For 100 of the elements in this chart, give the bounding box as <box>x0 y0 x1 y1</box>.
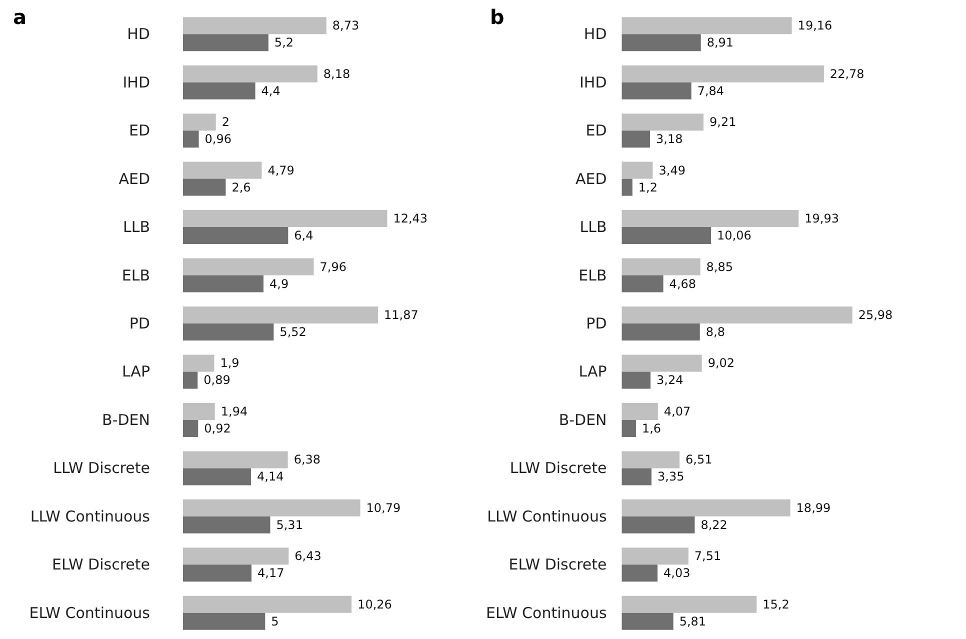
data-label: 7,96 <box>320 260 346 274</box>
data-label: 8,8 <box>706 325 725 339</box>
data-label: 6,38 <box>294 452 321 467</box>
y-tick-label: PD <box>586 314 607 332</box>
data-label: 1,9 <box>220 356 240 370</box>
data-label: 3,49 <box>658 163 686 178</box>
bar <box>622 564 658 582</box>
data-label: 2 <box>222 115 230 130</box>
y-tick-label: ELW Discrete <box>508 556 607 574</box>
y-tick-label: IHD <box>122 73 150 92</box>
data-label: 10,26 <box>358 597 392 612</box>
data-label: 6,51 <box>686 452 712 467</box>
bar <box>183 17 326 34</box>
bar <box>183 227 288 244</box>
y-tick-label: LLB <box>122 218 150 236</box>
data-label: 1,94 <box>220 404 248 418</box>
bar <box>183 548 289 565</box>
y-tick-label: LLW Continuous <box>30 507 150 526</box>
data-label: 22,78 <box>830 66 864 81</box>
bar <box>183 612 266 630</box>
bar <box>622 468 652 486</box>
data-label: 3,35 <box>658 470 684 484</box>
y-tick-label: LLW Continuous <box>487 507 607 526</box>
bar <box>622 420 636 437</box>
bar <box>622 82 692 100</box>
data-label: 12,43 <box>393 212 428 226</box>
data-label: 8,73 <box>332 18 360 33</box>
y-tick-label: AED <box>118 170 150 188</box>
y-tick-label: LAP <box>578 362 607 381</box>
bar <box>622 34 701 52</box>
bar <box>622 499 790 516</box>
bar <box>183 516 270 534</box>
y-tick-label: LAP <box>122 362 150 381</box>
bar <box>622 114 704 131</box>
data-label: 5,52 <box>280 325 306 339</box>
data-label: 0,96 <box>204 132 232 146</box>
data-label: 9,21 <box>710 115 736 130</box>
bar <box>622 210 799 228</box>
y-tick-label: ED <box>128 122 150 140</box>
data-label: 5,2 <box>274 36 294 50</box>
bar <box>622 516 695 534</box>
text: a <box>13 5 26 29</box>
data-label: 8,91 <box>706 36 734 50</box>
data-label: 4,03 <box>664 566 690 580</box>
y-tick-label: ELB <box>122 266 150 284</box>
data-label: 19,93 <box>804 212 839 226</box>
data-label: 2,6 <box>232 180 251 194</box>
data-label: 6,43 <box>294 549 322 564</box>
bar <box>622 324 700 340</box>
y-tick-label: ED <box>586 122 607 140</box>
data-label: 18,99 <box>796 500 831 515</box>
bar <box>183 114 216 131</box>
bar <box>622 306 852 324</box>
bar <box>622 227 712 244</box>
y-tick-label: HD <box>584 25 607 44</box>
y-tick-label: B-DEN <box>102 410 150 429</box>
data-label: 0,92 <box>204 421 231 436</box>
data-label: 4,07 <box>664 404 691 418</box>
bar <box>183 354 214 372</box>
data-label: 3,18 <box>656 132 683 146</box>
bar <box>183 210 388 228</box>
bar <box>622 162 653 179</box>
y-tick-label: ELW Continuous <box>29 604 150 622</box>
data-label: 25,98 <box>858 308 893 322</box>
bar <box>622 372 651 389</box>
data-label: 8,22 <box>700 518 728 532</box>
data-label: 1,6 <box>642 421 662 436</box>
bar <box>622 178 632 196</box>
data-label: 6,4 <box>294 228 314 243</box>
bar <box>183 372 198 389</box>
data-label: 7,51 <box>694 549 722 564</box>
bar <box>183 65 318 82</box>
bar <box>183 130 199 148</box>
data-label: 8,85 <box>706 260 734 274</box>
data-label: 8,18 <box>323 66 350 81</box>
data-label: 4,79 <box>268 163 294 178</box>
data-label: 1,2 <box>638 180 658 194</box>
bar <box>622 130 650 148</box>
y-tick-label: B-DEN <box>558 410 607 429</box>
bar <box>183 499 360 516</box>
bar <box>622 548 688 565</box>
data-label: 3,24 <box>656 373 684 388</box>
bar <box>183 34 268 52</box>
data-label: 4,17 <box>258 566 284 580</box>
bar <box>622 402 658 420</box>
y-tick-label: IHD <box>580 73 607 92</box>
y-tick-label: LLW Discrete <box>510 459 607 478</box>
data-label: 5,31 <box>276 518 303 532</box>
bar <box>183 258 314 276</box>
bar <box>183 596 352 613</box>
data-label: 4,14 <box>257 470 284 484</box>
data-label: 19,16 <box>798 18 832 33</box>
bar <box>183 468 252 486</box>
bar <box>183 275 264 292</box>
bar <box>183 162 262 179</box>
y-tick-label: ELW Continuous <box>486 604 607 622</box>
y-tick-label: ELB <box>578 266 607 284</box>
bar <box>622 65 824 82</box>
data-label: 5,81 <box>679 614 706 628</box>
bar <box>622 17 792 34</box>
